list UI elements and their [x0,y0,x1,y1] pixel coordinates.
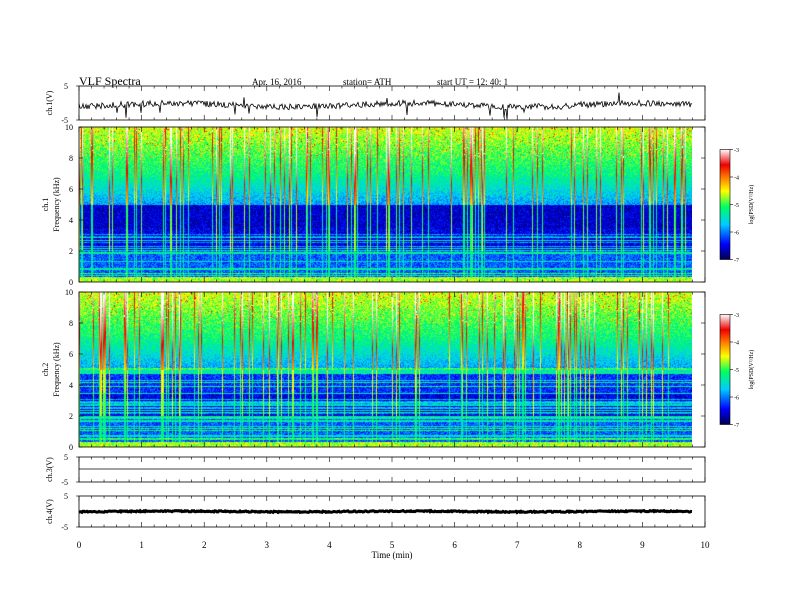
ch2-ytick: 2 [69,412,73,421]
start-time-label: start UT = 12: 40: 1 [437,77,509,87]
ch1-ylabel: ch.1(V) [45,90,54,115]
ch1-ytick: 0 [69,278,73,287]
x-tick-label: 5 [390,540,395,550]
ch4-ylabel: ch.4(V) [45,499,54,524]
ch2-ylabel: Frequency (kHz) [52,342,61,397]
ch2-colorbar-tick-label: -6 [734,396,739,402]
x-tick-label: 10 [701,540,711,550]
ch4-ytick-top: 5 [64,492,68,501]
spectrogram-image [79,127,692,282]
waveform-line [78,92,693,120]
ch2-ytick: 0 [69,443,73,452]
ch2-channel-label: ch.2 [41,363,50,377]
ch3-ytick-bottom: -5 [61,478,68,487]
ch1-ylabel: Frequency (kHz) [52,177,61,232]
ch1-colorbar [719,149,731,260]
ch2-colorbar-tick-label: -3 [734,313,739,319]
x-tick-label: 1 [139,540,144,550]
ch3-ylabel: ch.3(V) [45,457,54,482]
ch2-ytick: 10 [65,288,73,297]
ch2-ytick: 4 [69,381,73,390]
x-tick-label: 7 [515,540,520,550]
ch2-ytick: 8 [69,319,73,328]
date-label: Apr. 16, 2016 [252,77,302,87]
ch3-ytick-top: 5 [64,453,68,462]
x-tick-label: 8 [578,540,583,550]
ch1-colorbar-tick-label: -6 [734,231,739,237]
ch2-colorbar-tick-label: -7 [734,423,739,429]
waveform-line [78,508,693,515]
ch2-colorbar-label: log(PSD(V²/Hz) [748,350,755,389]
ch1-colorbar-tick-label: -7 [734,258,739,264]
ch1-ytick-top: 5 [64,82,68,91]
ch2-colorbar [719,314,731,425]
spectrogram-image [79,292,692,447]
x-axis-label: Time (min) [372,550,413,560]
ch2-ytick: 6 [69,350,73,359]
chart-title: VLF Spectra [79,74,141,88]
station-label: station= ATH [343,77,392,87]
ch1-colorbar-tick-label: -3 [734,148,739,154]
ch1-ytick-bottom: -5 [61,116,68,125]
x-tick-label: 4 [327,540,332,550]
ch1-ytick: 10 [65,123,73,132]
ch1-channel-label: ch.1 [41,198,50,212]
ch2-colorbar-tick-label: -4 [734,341,739,347]
x-tick-label: 6 [452,540,457,550]
ch1-ytick: 8 [69,154,73,163]
x-tick-label: 9 [640,540,645,550]
ch1-ytick: 4 [69,216,73,225]
ch1-colorbar-label: log(PSD(V²/Hz) [748,185,755,224]
x-tick-label: 2 [202,540,207,550]
ch1-ytick: 2 [69,247,73,256]
x-tick-label: 0 [77,540,82,550]
ch1-colorbar-tick-label: -4 [734,176,739,182]
ch2-colorbar-tick-label: -5 [734,368,739,374]
ch4-ytick-bottom: -5 [61,523,68,532]
ch1-ytick: 6 [69,185,73,194]
ch1-colorbar-tick-label: -5 [734,203,739,209]
x-tick-label: 3 [265,540,270,550]
